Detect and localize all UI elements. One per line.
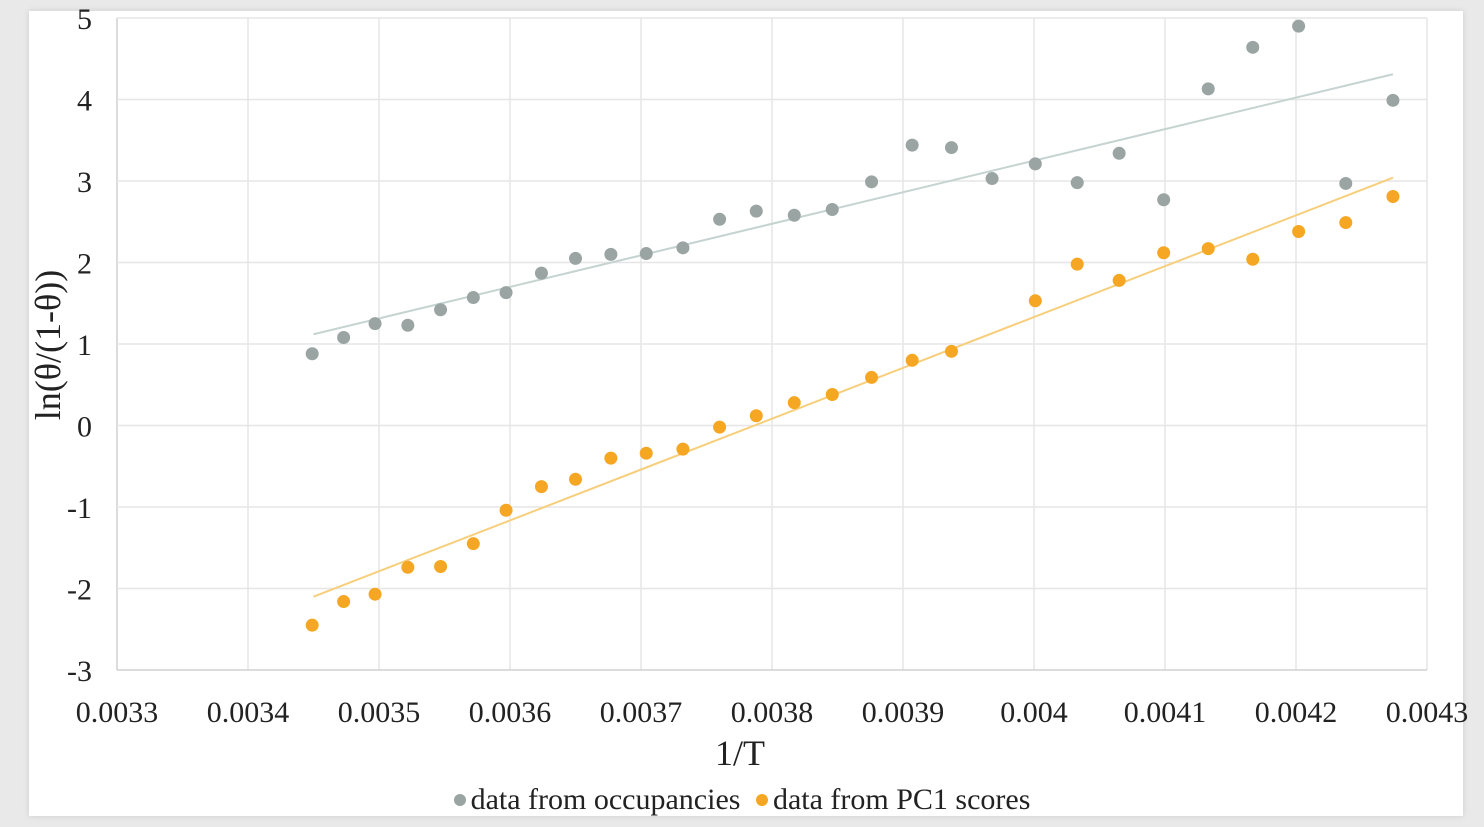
data-point-pc1 — [569, 472, 582, 486]
x-tick-label: 0.0039 — [862, 696, 945, 729]
data-point-occupancies — [401, 318, 415, 332]
x-tick-label: 0.0033 — [76, 696, 159, 729]
data-point-pc1 — [1246, 252, 1260, 266]
data-point-pc1 — [1070, 257, 1084, 271]
data-point-pc1 — [401, 560, 415, 574]
y-tick-label: 2 — [77, 248, 92, 281]
gridlines — [116, 17, 1428, 671]
data-point-pc1 — [434, 559, 448, 573]
data-point-occupancies — [825, 203, 839, 217]
x-tick-label: 0.0038 — [731, 696, 814, 729]
x-tick-label: 0.0043 — [1386, 696, 1469, 729]
y-tick-label: -3 — [67, 655, 92, 688]
trendline-occupancies — [313, 73, 1394, 336]
data-point-pc1 — [1292, 225, 1306, 239]
x-tick-label: 0.0041 — [1124, 696, 1207, 729]
data-point-pc1 — [466, 537, 480, 551]
data-point-occupancies — [787, 208, 801, 222]
data-point-pc1 — [825, 388, 839, 402]
legend-label: data from occupancies — [470, 783, 741, 816]
y-axis-label: ln(θ/(1-θ)) — [28, 270, 68, 420]
x-axis-label: 1/T — [715, 733, 765, 773]
data-point-occupancies — [1339, 176, 1353, 190]
legend-label: data from PC1 scores — [772, 783, 1031, 816]
data-point-occupancies — [905, 138, 919, 152]
legend-marker-icon — [755, 794, 768, 806]
data-point-occupancies — [1246, 40, 1260, 54]
data-point-occupancies — [1070, 176, 1084, 190]
data-point-pc1 — [1028, 294, 1042, 308]
data-point-pc1 — [944, 344, 958, 358]
data-point-occupancies — [985, 172, 999, 186]
y-tick-label: -1 — [67, 492, 92, 525]
data-point-occupancies — [713, 212, 727, 226]
data-point-occupancies — [1028, 157, 1042, 171]
data-point-occupancies — [305, 347, 319, 361]
data-point-occupancies — [466, 291, 480, 305]
data-point-occupancies — [1201, 82, 1215, 96]
y-tick-label: 4 — [77, 85, 92, 118]
data-point-occupancies — [569, 251, 582, 265]
chart-panel — [29, 11, 1463, 816]
data-point-pc1 — [368, 587, 382, 601]
data-point-pc1 — [1386, 189, 1400, 203]
y-tick-label: 1 — [77, 329, 92, 362]
data-point-pc1 — [639, 446, 653, 460]
data-point-pc1 — [604, 451, 618, 465]
data-point-pc1 — [905, 353, 919, 367]
data-point-pc1 — [534, 480, 548, 494]
data-point-pc1 — [676, 442, 690, 456]
x-tick-label: 0.0035 — [338, 696, 421, 729]
x-tick-label: 0.0037 — [600, 696, 683, 729]
data-point-pc1 — [713, 420, 727, 434]
x-tick-label: 0.0036 — [469, 696, 552, 729]
x-tick-label: 0.004 — [1000, 696, 1068, 729]
x-tick-label: 0.0034 — [207, 696, 290, 729]
data-point-occupancies — [337, 330, 351, 344]
data-point-pc1 — [787, 396, 801, 410]
legend-item-pc1: data from PC1 scores — [755, 783, 1031, 817]
data-point-occupancies — [944, 141, 958, 155]
trendline-pc1 — [313, 176, 1394, 598]
data-point-pc1 — [305, 618, 319, 632]
y-tick-label: 5 — [77, 3, 92, 36]
data-point-pc1 — [865, 370, 879, 384]
y-tick-label: 0 — [77, 411, 92, 444]
data-point-pc1 — [499, 503, 513, 517]
data-point-pc1 — [337, 595, 351, 609]
data-point-pc1 — [1339, 216, 1353, 230]
legend: data from occupancies data from PC1 scor… — [0, 780, 1484, 817]
data-point-occupancies — [1292, 19, 1306, 33]
data-point-occupancies — [604, 247, 618, 261]
data-point-pc1 — [1157, 246, 1171, 260]
data-point-pc1 — [749, 409, 763, 423]
data-point-occupancies — [534, 266, 548, 280]
data-point-occupancies — [499, 286, 513, 300]
data-point-occupancies — [865, 175, 879, 189]
data-point-occupancies — [434, 303, 448, 317]
data-point-pc1 — [1201, 242, 1215, 256]
legend-marker-icon — [453, 794, 466, 806]
y-tick-label: -2 — [67, 574, 92, 607]
x-tick-label: 0.0042 — [1255, 696, 1338, 729]
y-tick-label: 3 — [77, 166, 92, 199]
trendlines — [313, 73, 1394, 598]
tick-labels: 0.0033 0.0034 0.0035 0.0036 0.0037 0.0038 0.00… — [67, 3, 1468, 729]
data-point-occupancies — [1386, 93, 1400, 107]
data-point-occupancies — [639, 247, 653, 261]
legend-item-occupancies: data from occupancies — [453, 783, 741, 817]
data-point-occupancies — [1157, 193, 1171, 207]
data-point-occupancies — [368, 317, 382, 331]
data-point-pc1 — [1112, 273, 1126, 287]
data-point-occupancies — [749, 204, 763, 218]
data-points — [305, 19, 1400, 632]
data-point-occupancies — [676, 241, 690, 255]
data-point-occupancies — [1112, 146, 1126, 160]
